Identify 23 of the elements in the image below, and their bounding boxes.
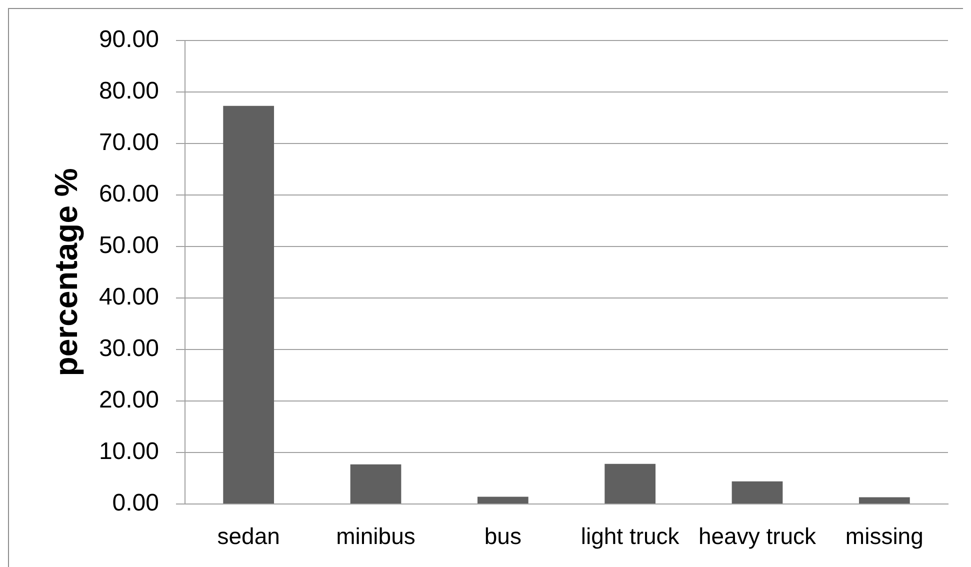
bar [477,496,528,504]
bar [350,464,402,504]
y-tick-label: 0.00 [112,490,159,517]
bar [604,464,656,504]
y-tick-label: 40.00 [98,284,159,311]
y-tick-label: 10.00 [98,438,159,466]
y-tick-label: 50.00 [98,232,159,260]
x-tick-label: heavy truck [698,523,817,550]
y-tick-label: 90.00 [98,26,159,54]
x-tick-label: bus [484,523,522,550]
bar [858,497,910,504]
y-tick-label: 80.00 [98,78,159,105]
bar [223,106,274,504]
y-axis-title: percentage % [48,168,84,376]
x-tick-label: minibus [336,523,416,550]
x-tick-label: sedan [217,523,280,550]
x-tick-label: light truck [580,523,680,550]
y-tick-label: 30.00 [98,335,159,362]
y-tick-label: 20.00 [98,386,159,414]
x-tick-label: missing [845,523,924,550]
y-tick-label: 60.00 [98,180,159,208]
bar [732,481,783,504]
y-tick-label: 70.00 [98,129,159,156]
